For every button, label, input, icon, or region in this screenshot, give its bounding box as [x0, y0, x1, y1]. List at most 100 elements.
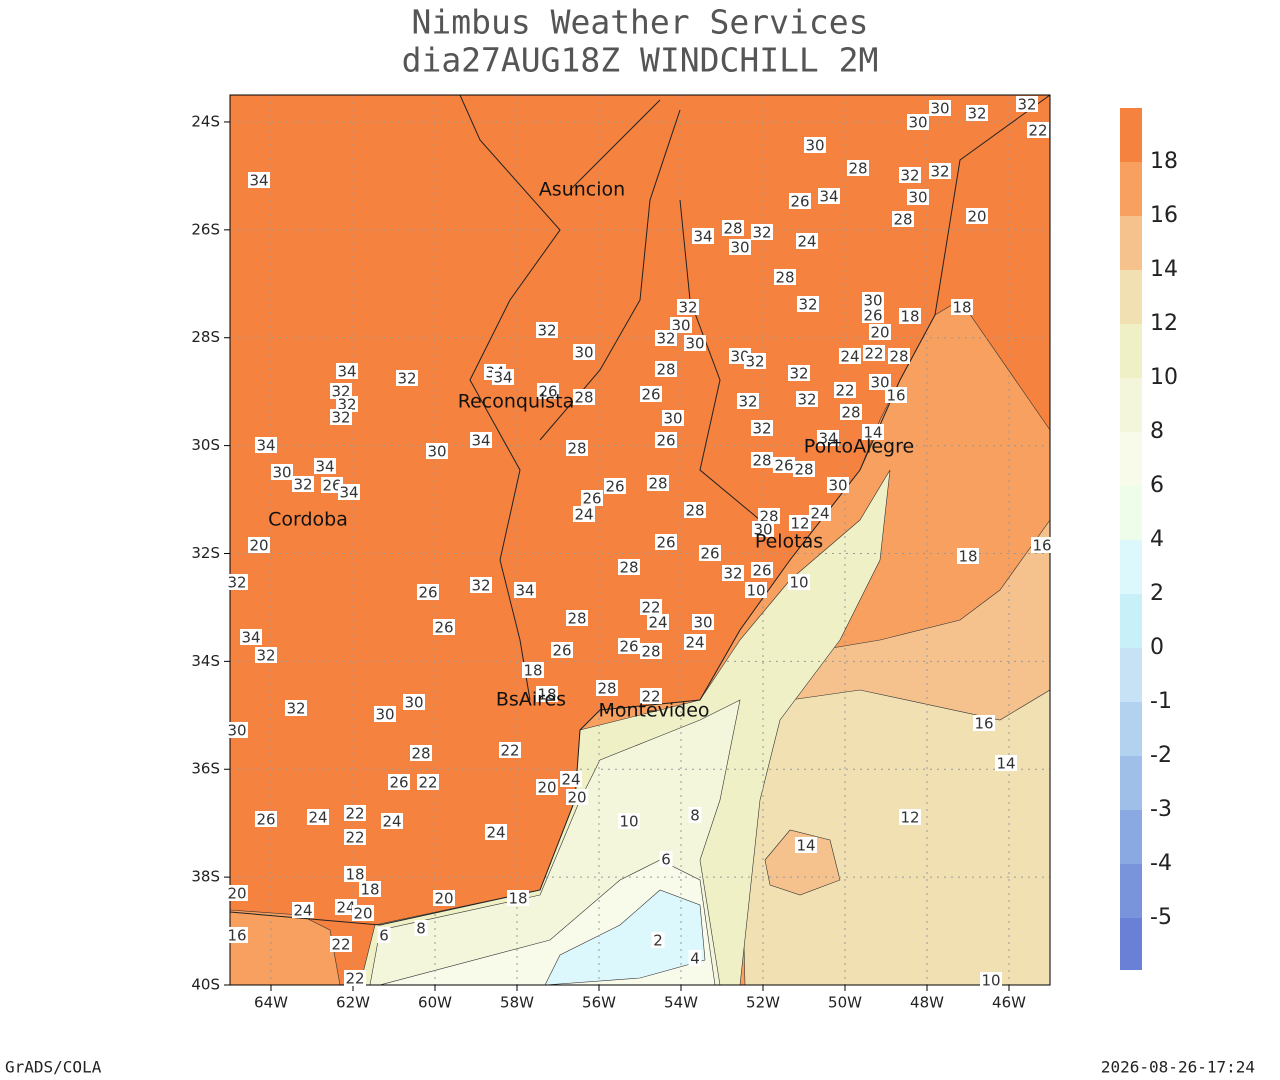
colorbar-box [1120, 540, 1142, 594]
label-box [344, 829, 366, 845]
label-box [248, 537, 270, 553]
contour-label: 24 [810, 505, 829, 523]
contour-label: 14 [996, 755, 1015, 773]
label-box [226, 885, 248, 901]
contour-label: 18 [900, 308, 919, 326]
label-box [330, 409, 352, 425]
label-box [892, 211, 914, 227]
contour-label: 30 [227, 722, 246, 740]
contour-label: 24 [382, 813, 401, 831]
contour-label: 24 [574, 506, 593, 524]
contour-label: 32 [286, 700, 305, 718]
city-label: Montevideo [598, 700, 709, 722]
label-box [285, 700, 307, 716]
contour-label: 26 [552, 642, 571, 660]
label-box [684, 634, 706, 650]
label-box [751, 420, 773, 436]
contour-label: 30 [863, 292, 882, 310]
label-box [307, 809, 329, 825]
contour-label: 28 [889, 348, 908, 366]
label-box [957, 548, 979, 564]
label-box [470, 432, 492, 448]
label-box [659, 851, 673, 867]
footer-right: 2026-08-26-17:24 [1101, 1058, 1255, 1077]
label-box [335, 899, 357, 915]
contour-label: 24 [797, 233, 816, 251]
contour-label: 22 [641, 599, 660, 617]
borders [230, 95, 1050, 926]
contour-label: 14 [863, 424, 882, 442]
contour-label: 18 [345, 866, 364, 884]
contour-label: 24 [308, 809, 327, 827]
label-box [888, 348, 910, 364]
contour-label: 28 [641, 643, 660, 661]
contour-label: 26 [774, 457, 793, 475]
contour-label: 34 [515, 582, 534, 600]
contour-label: 28 [893, 211, 912, 229]
label-box [417, 774, 439, 790]
label-box [773, 457, 795, 473]
colorbar-label: -1 [1150, 689, 1172, 714]
contour-label: 30 [404, 694, 423, 712]
contour-label: 32 [798, 296, 817, 314]
y-tick-label: 28S [191, 328, 220, 346]
colorbar-box [1120, 486, 1142, 540]
label-box [662, 410, 684, 426]
label-box [321, 477, 343, 493]
label-box [869, 374, 891, 390]
contour-label: 26 [389, 774, 408, 792]
contour-label: 28 [775, 269, 794, 287]
contour-label: 28 [597, 680, 616, 698]
label-box [485, 824, 507, 840]
label-box [655, 330, 677, 346]
contour-label: 28 [648, 475, 667, 493]
label-box [618, 559, 640, 575]
contour-label: 34 [315, 458, 334, 476]
contour-label: 24 [336, 899, 355, 917]
level-region [764, 829, 841, 896]
label-box [410, 745, 432, 761]
contour-label: 30 [805, 137, 824, 155]
contour-label: 32 [537, 322, 556, 340]
label-box [330, 936, 352, 952]
contour-label: 26 [619, 638, 638, 656]
label-box [899, 809, 921, 825]
contour-label: 4 [690, 950, 700, 968]
label-box [839, 348, 861, 364]
x-tick-label: 64W [254, 994, 288, 1012]
label-box [688, 950, 702, 966]
label-box [536, 779, 558, 795]
label-box [314, 458, 336, 474]
contour-label: 24 [561, 771, 580, 789]
contour-label: 20 [870, 324, 889, 342]
contour-label: 28 [685, 502, 704, 520]
colorbar-box [1120, 162, 1142, 216]
contour-label: 22 [1028, 122, 1047, 140]
colorbar-box [1120, 216, 1142, 270]
city-label: BsAires [496, 689, 566, 711]
contour-label: 34 [471, 432, 490, 450]
label-box [640, 643, 662, 659]
label-box [797, 296, 819, 312]
y-tick-label: 24S [191, 112, 220, 130]
label-box [729, 239, 751, 255]
contour-label: 32 [293, 476, 312, 494]
colorbar-label: 8 [1150, 419, 1164, 444]
contour-label: 6 [661, 851, 671, 869]
label-box [885, 387, 907, 403]
label-box [907, 189, 929, 205]
label-box [951, 299, 973, 315]
label-box [522, 662, 544, 678]
contour-label: 28 [841, 404, 860, 422]
contour-label: 26 [656, 432, 675, 450]
label-box [793, 461, 815, 477]
colorbar-label: 6 [1150, 473, 1164, 498]
contour-label: 34 [693, 228, 712, 246]
label-box [255, 647, 277, 663]
label-box [536, 322, 558, 338]
contour-label: 30 [375, 706, 394, 724]
label-box [737, 393, 759, 409]
label-box [433, 619, 455, 635]
y-tick-label: 34S [191, 652, 220, 670]
